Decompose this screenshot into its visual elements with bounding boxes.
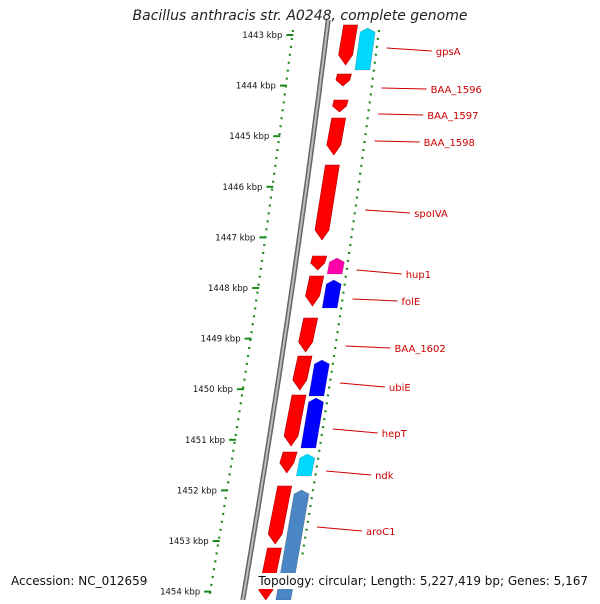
forward-cds-arrow [298, 317, 319, 353]
forward-cds-arrow [283, 394, 307, 447]
ruler-tick-label: 1446 kbp [222, 183, 262, 193]
forward-cds-arrow [279, 451, 298, 474]
ruler-tick-label: 1454 kbp [160, 588, 200, 598]
accession-text: Accession: NC_012659 [9, 573, 150, 589]
gene-label-leader [386, 47, 432, 52]
gene-label: ubiE [389, 383, 411, 394]
ruler-tick-label: 1448 kbp [208, 284, 248, 294]
reverse-cds-block [326, 257, 345, 275]
reverse-cds-block [354, 27, 376, 71]
gene-label: BAA_1596 [431, 85, 482, 96]
reverse-cds-block [295, 453, 316, 477]
forward-cds-arrow [314, 164, 340, 241]
gene-label: gpsA [436, 47, 461, 58]
gene-label: ndk [375, 471, 394, 482]
gene-label-leader [381, 87, 427, 90]
forward-cds-arrow [338, 24, 358, 66]
gene-label: aroC1 [366, 527, 395, 538]
gene-label: hepT [382, 429, 408, 440]
gene-label-leader [326, 470, 372, 476]
gene-label: hup1 [406, 270, 431, 281]
gene-label-leader [356, 269, 402, 275]
gene-label: folE [401, 297, 420, 308]
gene-label-leader [332, 428, 378, 434]
gene-label-leader [339, 382, 385, 388]
forward-cds-arrow [326, 117, 347, 156]
gene-label-leader [345, 345, 391, 349]
forward-cds-arrow [292, 355, 313, 391]
map-title: Bacillus anthracis str. A0248, complete … [132, 8, 468, 24]
forward-cds-arrow [267, 485, 293, 545]
genome-summary-text: Topology: circular; Length: 5,227,419 bp… [256, 573, 590, 589]
ruler-tick-label: 1449 kbp [201, 335, 241, 345]
ruler-tick-label: 1445 kbp [229, 132, 269, 142]
ruler-tick-label: 1451 kbp [185, 436, 225, 446]
ruler-tick-label: 1450 kbp [193, 385, 233, 395]
gene-label-leader [374, 140, 420, 143]
gene-label-leader [378, 113, 424, 116]
gene-label-leader [352, 298, 398, 302]
reverse-cds-block [300, 397, 324, 449]
ruler-tick-label: 1453 kbp [169, 537, 209, 547]
ruler-tick-label: 1444 kbp [236, 82, 276, 92]
reverse-cds-block [321, 279, 342, 309]
gene-label: BAA_1597 [427, 111, 478, 122]
ruler-tick-label: 1452 kbp [177, 486, 217, 496]
outer-track-line [300, 29, 381, 561]
gene-label: BAA_1598 [424, 138, 475, 149]
reverse-cds-block [308, 359, 330, 397]
forward-cds-arrow [335, 73, 352, 87]
ruler-tick-label: 1447 kbp [215, 233, 255, 243]
gene-label: spoIVA [414, 209, 448, 220]
gene-label-leader [365, 209, 411, 214]
gene-label-leader [316, 526, 363, 532]
ruler-tick-label: 1443 kbp [242, 31, 282, 41]
forward-cds-arrow [332, 99, 349, 113]
genome-backbone-highlight [241, 19, 330, 601]
gene-label: BAA_1602 [395, 344, 446, 355]
forward-cds-arrow [305, 275, 325, 307]
forward-cds-arrow [310, 255, 328, 271]
